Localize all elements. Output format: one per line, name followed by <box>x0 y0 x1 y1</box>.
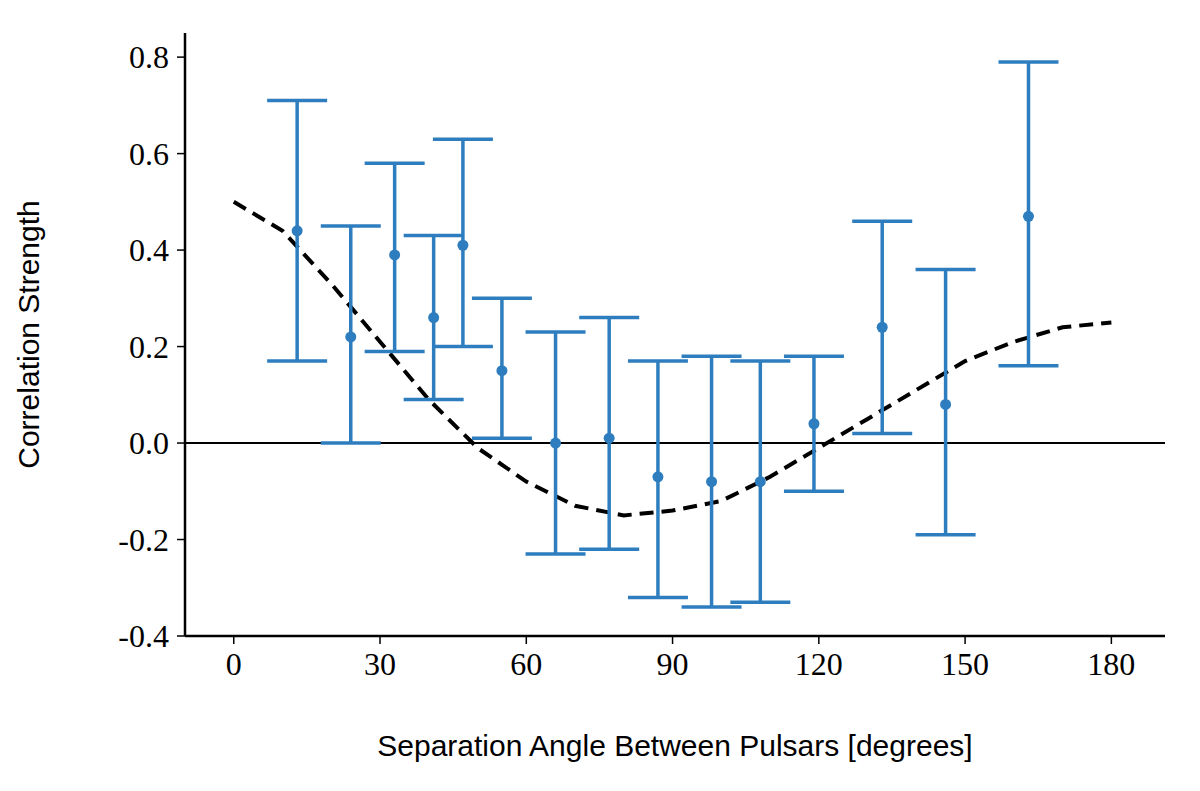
svg-text:0.2: 0.2 <box>129 329 169 365</box>
svg-text:-0.4: -0.4 <box>118 618 169 654</box>
svg-text:Separation Angle Between Pulsa: Separation Angle Between Pulsars [degree… <box>377 729 972 762</box>
svg-text:60: 60 <box>510 646 542 682</box>
svg-text:-0.2: -0.2 <box>118 522 169 558</box>
svg-text:0.6: 0.6 <box>129 136 169 172</box>
svg-text:180: 180 <box>1087 646 1135 682</box>
svg-text:0.4: 0.4 <box>129 232 169 268</box>
svg-text:90: 90 <box>657 646 689 682</box>
svg-text:Correlation Strength: Correlation Strength <box>12 200 45 468</box>
svg-text:150: 150 <box>941 646 989 682</box>
svg-text:0: 0 <box>226 646 242 682</box>
svg-text:30: 30 <box>364 646 396 682</box>
svg-text:0.8: 0.8 <box>129 39 169 75</box>
svg-text:120: 120 <box>795 646 843 682</box>
svg-text:0.0: 0.0 <box>129 425 169 461</box>
